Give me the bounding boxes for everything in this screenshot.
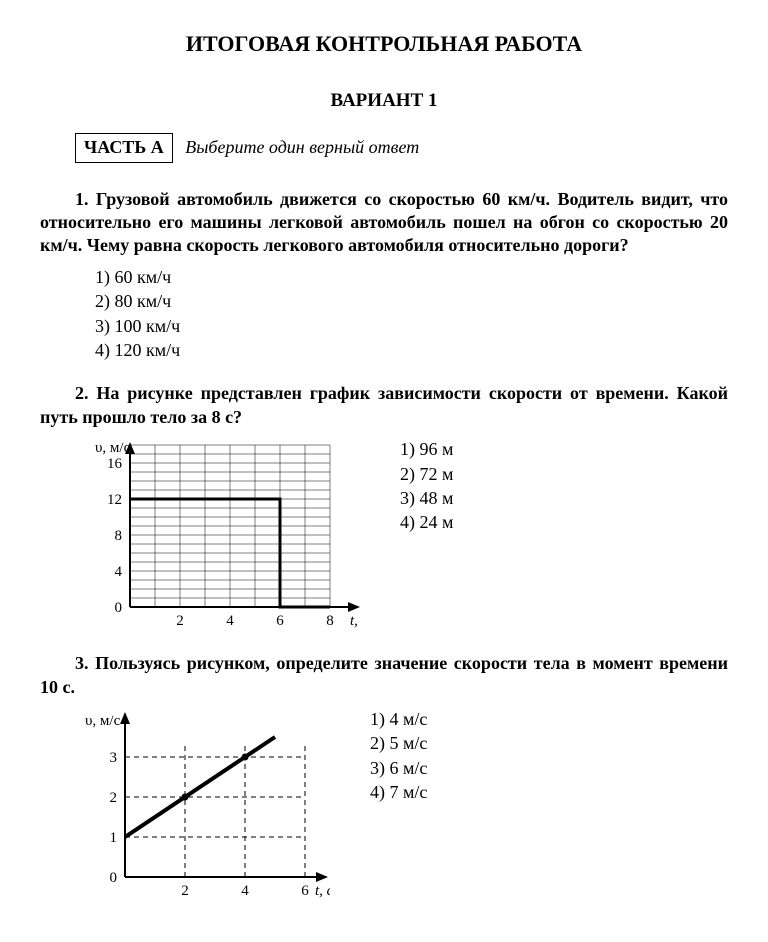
svg-text:8: 8 (326, 613, 334, 629)
q2-option: 2) 72 м (400, 463, 453, 486)
svg-text:4: 4 (241, 883, 249, 899)
q2-option: 4) 24 м (400, 511, 453, 534)
svg-text:0: 0 (115, 600, 123, 616)
q2-text: 2. На рисунке представлен график зависим… (40, 382, 728, 429)
svg-text:2: 2 (110, 790, 118, 806)
part-label: ЧАСТЬ А (75, 133, 173, 162)
svg-text:12: 12 (107, 492, 122, 508)
svg-text:2: 2 (176, 613, 184, 629)
svg-text:6: 6 (301, 883, 309, 899)
q2-option: 3) 48 м (400, 487, 453, 510)
q3-option: 2) 5 м/с (370, 732, 427, 755)
svg-text:t, c: t, c (350, 613, 360, 629)
svg-text:4: 4 (226, 613, 234, 629)
q1-option: 1) 60 км/ч (95, 266, 728, 289)
q3-option: 3) 6 м/с (370, 757, 427, 780)
question-3: 3. Пользуясь рисунком, определите значен… (40, 652, 728, 907)
part-header: ЧАСТЬ А Выберите один верный ответ (75, 133, 728, 162)
q2-options: 1) 96 м 2) 72 м 3) 48 м 4) 24 м (400, 437, 453, 536)
q3-options: 1) 4 м/с 2) 5 м/с 3) 6 м/с 4) 7 м/с (370, 707, 427, 806)
q3-chart: 0 1 2 3 2 4 6 υ, м/с t, c (80, 707, 330, 907)
q1-text: 1. Грузовой автомобиль движется со скоро… (40, 188, 728, 258)
part-instruction: Выберите один верный ответ (185, 137, 419, 157)
svg-text:16: 16 (107, 456, 123, 472)
variant-title: ВАРИАНТ 1 (40, 89, 728, 114)
q3-option: 1) 4 м/с (370, 708, 427, 731)
q1-option: 2) 80 км/ч (95, 290, 728, 313)
svg-text:t, c: t, c (315, 883, 330, 899)
q2-chart: 0 4 8 12 16 2 4 6 8 υ, м/с t, c (80, 437, 360, 637)
svg-text:1: 1 (110, 830, 118, 846)
svg-text:2: 2 (181, 883, 189, 899)
question-2: 2. На рисунке представлен график зависим… (40, 382, 728, 637)
svg-text:6: 6 (276, 613, 284, 629)
question-1: 1. Грузовой автомобиль движется со скоро… (40, 188, 728, 363)
q2-option: 1) 96 м (400, 438, 453, 461)
q3-option: 4) 7 м/с (370, 781, 427, 804)
q3-text: 3. Пользуясь рисунком, определите значен… (40, 652, 728, 699)
q1-option: 4) 120 км/ч (95, 339, 728, 362)
svg-text:3: 3 (110, 750, 118, 766)
q1-option: 3) 100 км/ч (95, 315, 728, 338)
svg-text:8: 8 (115, 528, 123, 544)
main-title: ИТОГОВАЯ КОНТРОЛЬНАЯ РАБОТА (40, 30, 728, 59)
svg-text:0: 0 (110, 870, 118, 886)
svg-text:4: 4 (115, 564, 123, 580)
svg-text:υ, м/с: υ, м/с (95, 440, 131, 456)
q1-options: 1) 60 км/ч 2) 80 км/ч 3) 100 км/ч 4) 120… (95, 266, 728, 363)
svg-text:υ, м/с: υ, м/с (85, 713, 121, 729)
